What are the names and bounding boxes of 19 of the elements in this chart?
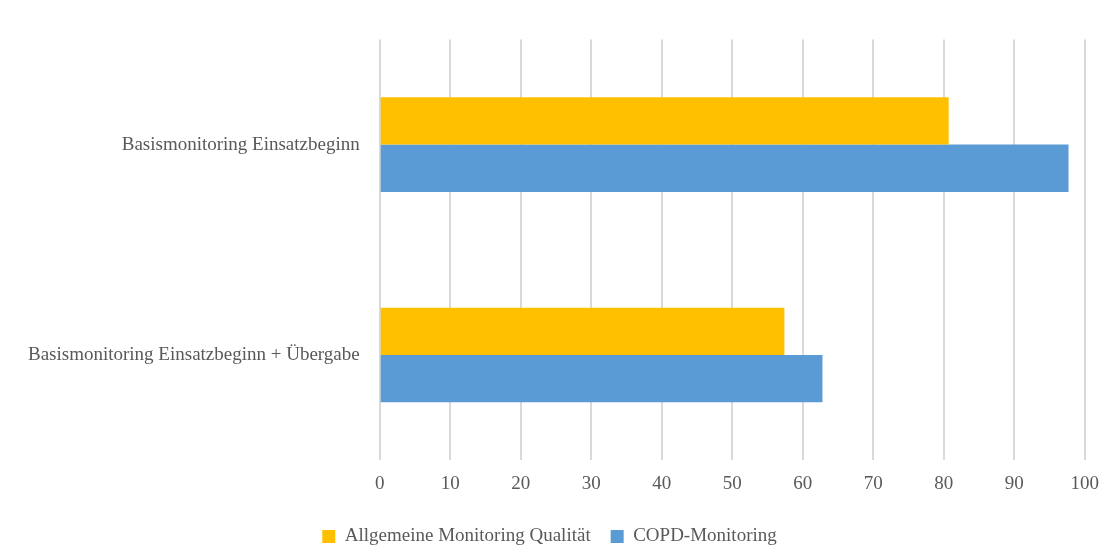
x-tick-label: 50 — [722, 471, 742, 493]
x-tick-label: 40 — [652, 471, 672, 493]
x-tick-label: 80 — [934, 471, 954, 493]
x-tick-label: 60 — [793, 471, 813, 493]
legend-label: Allgemeine Monitoring Qualität — [344, 524, 592, 546]
x-tick-label: 0 — [374, 471, 385, 493]
bar — [380, 144, 1069, 192]
bar — [380, 97, 949, 145]
bar — [380, 307, 785, 355]
x-tick-label: 30 — [581, 471, 601, 493]
x-tick-label: 10 — [440, 471, 460, 493]
legend-label: COPD-Monitoring — [633, 524, 778, 546]
bar — [380, 355, 823, 403]
x-tick-label: 100 — [1070, 471, 1099, 493]
x-tick-label: 90 — [1004, 471, 1024, 493]
y-tick-label: Basismonitoring Einsatzbeginn + Übergabe — [27, 342, 360, 364]
x-tick-label: 70 — [863, 471, 883, 493]
y-tick-label: Basismonitoring Einsatzbeginn — [121, 132, 361, 154]
x-tick-label: 20 — [511, 471, 531, 493]
